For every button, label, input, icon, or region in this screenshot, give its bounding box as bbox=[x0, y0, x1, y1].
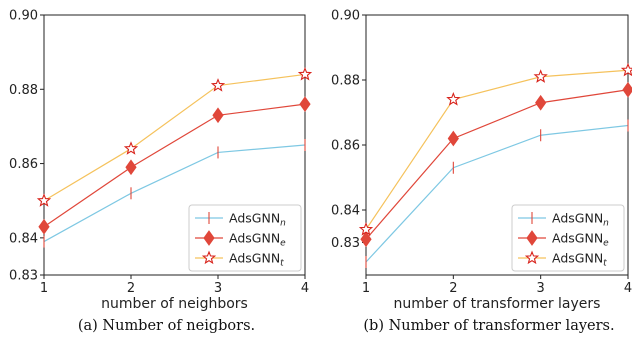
data-point-t bbox=[36, 193, 52, 207]
legend: AdsGNNn AdsGNNe AdsGNNt bbox=[188, 204, 302, 272]
legend-label-t: AdsGNNt bbox=[229, 251, 284, 269]
y-tick-label: 0.84 bbox=[331, 204, 360, 219]
data-point-e bbox=[299, 96, 311, 113]
x-tick-label: 3 bbox=[537, 281, 545, 296]
x-tick-label: 3 bbox=[214, 281, 222, 296]
series-line-n bbox=[365, 124, 629, 263]
series-line-e bbox=[43, 103, 306, 228]
series-line-e bbox=[365, 89, 629, 240]
x-axis-label: number of neighbors bbox=[101, 296, 248, 312]
data-point-t bbox=[297, 66, 313, 81]
legend-label-n: AdsGNNn bbox=[229, 211, 286, 229]
x-tick-label: 4 bbox=[624, 281, 632, 296]
data-point-e bbox=[38, 218, 50, 235]
legend-label-e: AdsGNNe bbox=[552, 231, 609, 249]
data-point-t bbox=[446, 91, 461, 106]
data-point-t bbox=[123, 141, 139, 155]
series-line-t bbox=[43, 73, 306, 202]
y-tick-label: 0.88 bbox=[331, 74, 360, 89]
series-line-t bbox=[365, 69, 629, 230]
legend-label-t: AdsGNNt bbox=[552, 251, 607, 269]
y-tick-label: 0.86 bbox=[9, 157, 38, 172]
x-tick-label: 2 bbox=[127, 281, 135, 296]
figure-caption: (b) Number of transformer layers. bbox=[363, 318, 614, 334]
legend-label-n: AdsGNNn bbox=[552, 211, 609, 229]
legend-marker-t bbox=[524, 250, 540, 265]
chart-panel-2: 0.83 0.84 0.86 0.88 0.90 1 2 3 4 number of transf… bbox=[331, 9, 632, 334]
y-tick-label: 0.84 bbox=[9, 231, 38, 246]
data-point-t bbox=[210, 78, 226, 92]
legend-label-e: AdsGNNe bbox=[229, 231, 286, 249]
chart-panel-1: 0.83 0.84 0.86 0.88 0.90 1 2 3 4 number of neighb… bbox=[9, 9, 313, 334]
data-point-e bbox=[360, 231, 372, 248]
x-axis-label: number of transformer layers bbox=[394, 296, 601, 312]
data-point-e bbox=[447, 130, 459, 147]
legend-marker-e bbox=[203, 230, 215, 246]
data-point-e bbox=[212, 107, 224, 124]
x-tick-label: 1 bbox=[40, 281, 48, 296]
figure-caption: (a) Number of neigbors. bbox=[78, 318, 255, 334]
data-point-t bbox=[620, 62, 632, 77]
y-tick-label: 0.86 bbox=[331, 139, 360, 154]
data-point-e bbox=[622, 81, 632, 98]
legend-marker-e bbox=[526, 230, 538, 246]
y-tick-label: 0.90 bbox=[9, 9, 38, 24]
y-tick-label: 0.90 bbox=[331, 9, 360, 24]
legend: AdsGNNn AdsGNNe AdsGNNt bbox=[511, 204, 625, 272]
x-tick-label: 1 bbox=[362, 281, 370, 296]
data-point-e bbox=[535, 94, 547, 111]
y-tick-label: 0.83 bbox=[331, 236, 360, 251]
x-tick-label: 2 bbox=[449, 281, 457, 296]
series-line-n bbox=[43, 144, 306, 243]
y-tick-label: 0.83 bbox=[9, 269, 38, 284]
x-tick-label: 4 bbox=[301, 281, 309, 296]
legend-marker-t bbox=[201, 250, 217, 265]
data-point-t bbox=[358, 221, 374, 236]
y-tick-label: 0.88 bbox=[9, 83, 38, 98]
data-point-t bbox=[533, 69, 548, 83]
data-point-e bbox=[125, 159, 137, 176]
